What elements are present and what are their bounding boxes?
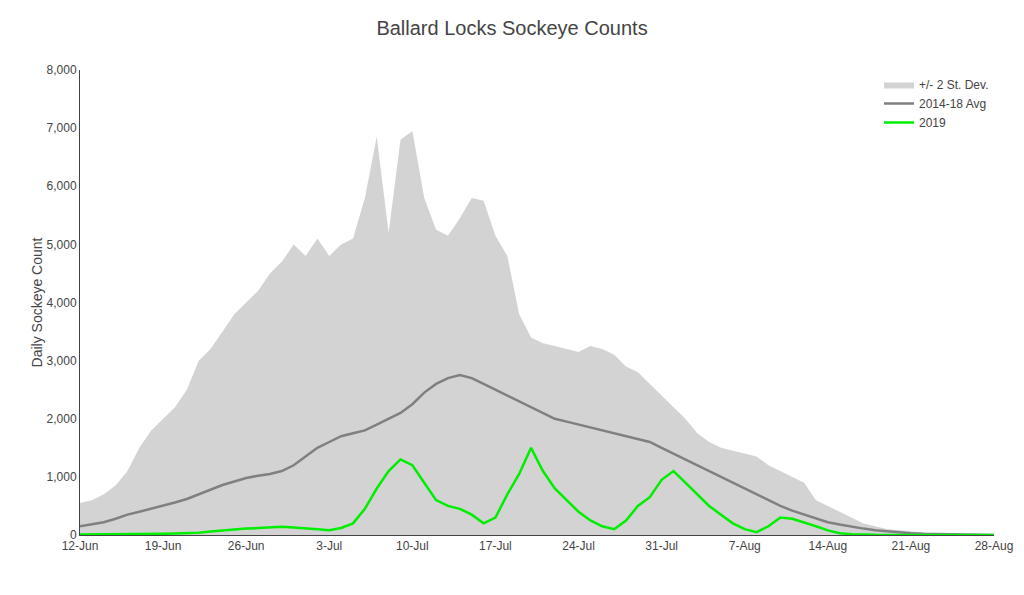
svg-text:14-Aug: 14-Aug [808,539,847,553]
svg-text:2014-18 Avg: 2014-18 Avg [919,97,986,111]
svg-text:8,000: 8,000 [47,63,77,77]
svg-text:5,000: 5,000 [47,238,77,252]
svg-text:7-Aug: 7-Aug [729,539,761,553]
svg-text:2019: 2019 [919,116,946,130]
svg-text:21-Aug: 21-Aug [892,539,931,553]
svg-text:10-Jul: 10-Jul [396,539,429,553]
svg-text:0: 0 [70,528,77,542]
svg-text:Daily Sockeye Count: Daily Sockeye Count [29,237,45,367]
svg-text:2,000: 2,000 [47,412,77,426]
svg-text:4,000: 4,000 [47,296,77,310]
svg-text:+/- 2 St. Dev.: +/- 2 St. Dev. [919,78,988,92]
svg-text:3-Jul: 3-Jul [316,539,342,553]
svg-text:26-Jun: 26-Jun [228,539,265,553]
svg-text:28-Aug: 28-Aug [975,539,1014,553]
svg-text:Ballard Locks Sockeye Counts: Ballard Locks Sockeye Counts [376,17,647,39]
svg-text:19-Jun: 19-Jun [145,539,182,553]
svg-text:1,000: 1,000 [47,470,77,484]
svg-text:17-Jul: 17-Jul [479,539,512,553]
svg-text:31-Jul: 31-Jul [645,539,678,553]
svg-text:6,000: 6,000 [47,179,77,193]
svg-text:24-Jul: 24-Jul [562,539,595,553]
svg-text:7,000: 7,000 [47,121,77,135]
svg-text:12-Jun: 12-Jun [62,539,99,553]
svg-text:3,000: 3,000 [47,354,77,368]
